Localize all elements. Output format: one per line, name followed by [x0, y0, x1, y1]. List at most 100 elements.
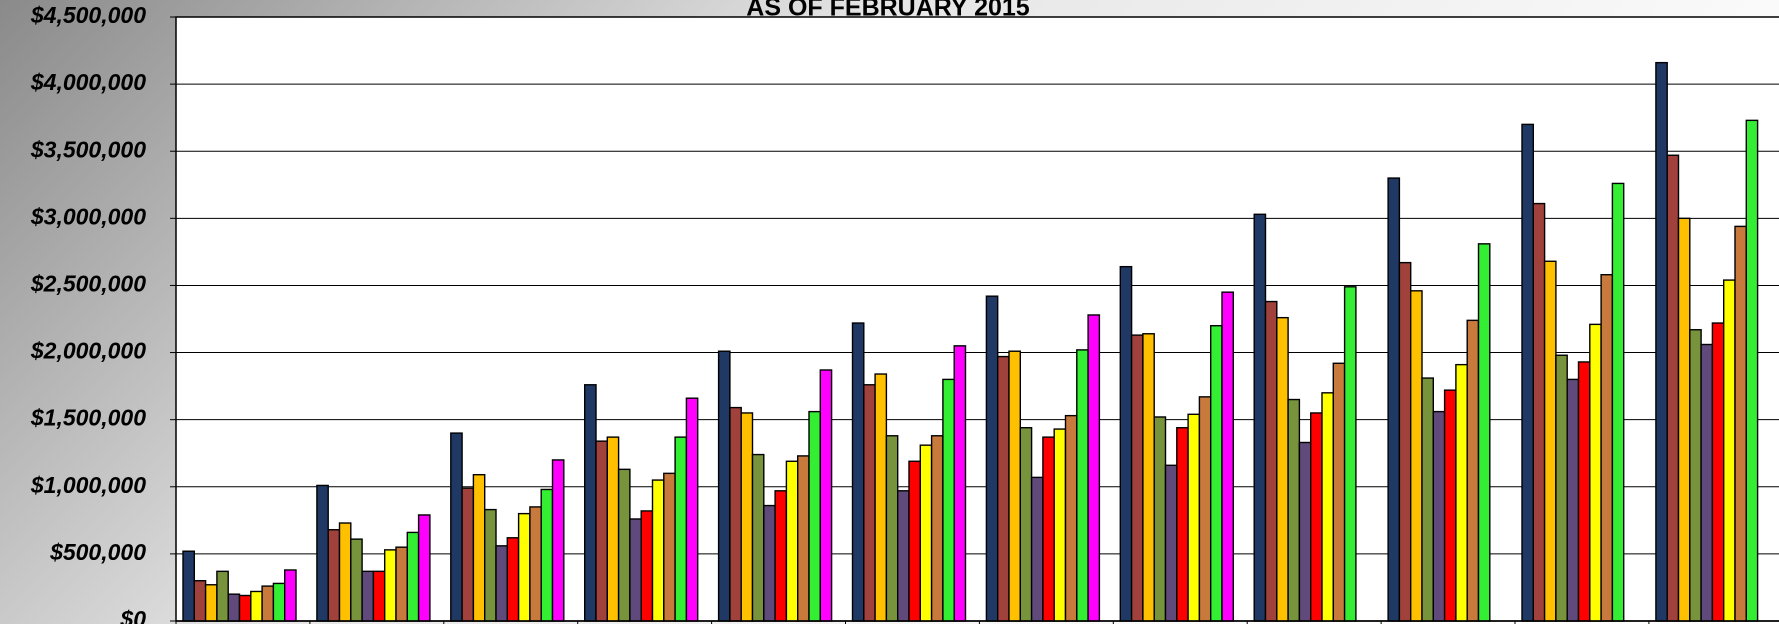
bar — [663, 472, 676, 622]
y-tick-label: $1,000,000 — [30, 472, 146, 498]
bar — [1689, 329, 1702, 622]
bar — [1521, 123, 1535, 622]
bar — [1566, 378, 1580, 622]
bar — [942, 378, 955, 622]
y-tick-label: $3,000,000 — [30, 203, 146, 229]
bar — [1455, 363, 1468, 622]
bar — [1343, 286, 1357, 622]
bar — [1711, 322, 1725, 622]
bar — [953, 345, 967, 622]
bar — [606, 436, 620, 622]
bar — [1008, 350, 1022, 622]
bar — [808, 410, 822, 622]
bar — [284, 569, 297, 622]
bar — [372, 570, 386, 622]
bar — [1276, 316, 1289, 622]
bar — [751, 453, 765, 622]
bar — [484, 508, 497, 622]
bar — [1677, 217, 1691, 622]
bar — [717, 350, 731, 622]
bar — [1187, 413, 1201, 622]
bar — [551, 459, 565, 622]
bar — [1209, 325, 1223, 622]
bar — [1734, 225, 1748, 622]
y-tick-label: $4,500,000 — [30, 2, 146, 28]
bar — [540, 488, 554, 622]
bar — [406, 531, 420, 622]
bar — [1321, 392, 1335, 622]
bar — [685, 397, 699, 622]
bar — [216, 570, 229, 622]
bar — [919, 444, 933, 622]
bar — [1600, 274, 1614, 622]
bar — [1142, 333, 1155, 622]
bar — [819, 369, 833, 622]
bar — [1309, 412, 1323, 622]
bar — [851, 322, 865, 622]
y-tick-label: $1,500,000 — [30, 405, 146, 431]
bar — [1466, 319, 1480, 622]
bar — [1119, 265, 1133, 622]
bar — [774, 490, 788, 622]
bar — [1666, 154, 1680, 622]
bar — [1577, 361, 1591, 622]
bar — [1387, 177, 1401, 622]
bar — [1176, 427, 1189, 622]
bar — [1076, 349, 1089, 622]
bar — [1432, 410, 1446, 622]
bar — [450, 432, 463, 622]
bar — [517, 512, 531, 622]
bar — [674, 436, 688, 622]
bar — [1287, 398, 1301, 622]
chart-title: AS OF FEBRUARY 2015 — [746, 0, 1030, 22]
bar — [327, 529, 341, 622]
bar — [461, 487, 475, 622]
bar — [1611, 182, 1625, 622]
bar — [908, 460, 922, 622]
bar — [495, 545, 509, 622]
bar — [874, 373, 888, 622]
bar — [930, 435, 944, 622]
bar — [729, 406, 742, 622]
bar — [182, 550, 196, 622]
bar — [897, 490, 910, 622]
bar — [595, 440, 609, 622]
bar — [584, 384, 597, 622]
bar — [997, 355, 1010, 622]
bar — [651, 479, 665, 622]
y-tick-label: $0 — [119, 606, 146, 624]
bar — [193, 580, 207, 622]
bar — [1722, 279, 1736, 622]
y-tick-label: $500,000 — [49, 539, 146, 565]
bar — [1421, 377, 1435, 622]
bar — [529, 506, 542, 622]
bar — [785, 460, 799, 622]
bar — [629, 518, 642, 622]
bar — [763, 504, 776, 622]
bar — [204, 584, 218, 622]
bar — [985, 295, 999, 622]
bar — [1443, 389, 1457, 622]
bar — [885, 435, 899, 622]
bar — [384, 549, 397, 622]
bar — [1555, 354, 1568, 622]
bar — [1042, 436, 1055, 622]
bar — [1298, 441, 1312, 622]
bar — [1153, 416, 1167, 622]
bar — [1253, 213, 1267, 622]
bar — [338, 522, 352, 622]
bar — [1543, 260, 1557, 622]
y-tick-label: $3,500,000 — [30, 136, 146, 162]
bar — [506, 537, 520, 622]
bar — [640, 510, 654, 622]
bar — [1019, 427, 1033, 622]
bar — [1030, 476, 1044, 622]
bar — [395, 546, 409, 622]
plot-area — [175, 16, 1779, 622]
bar — [1655, 61, 1668, 622]
bar — [1409, 290, 1423, 622]
bar — [740, 412, 754, 622]
bar — [227, 593, 241, 622]
